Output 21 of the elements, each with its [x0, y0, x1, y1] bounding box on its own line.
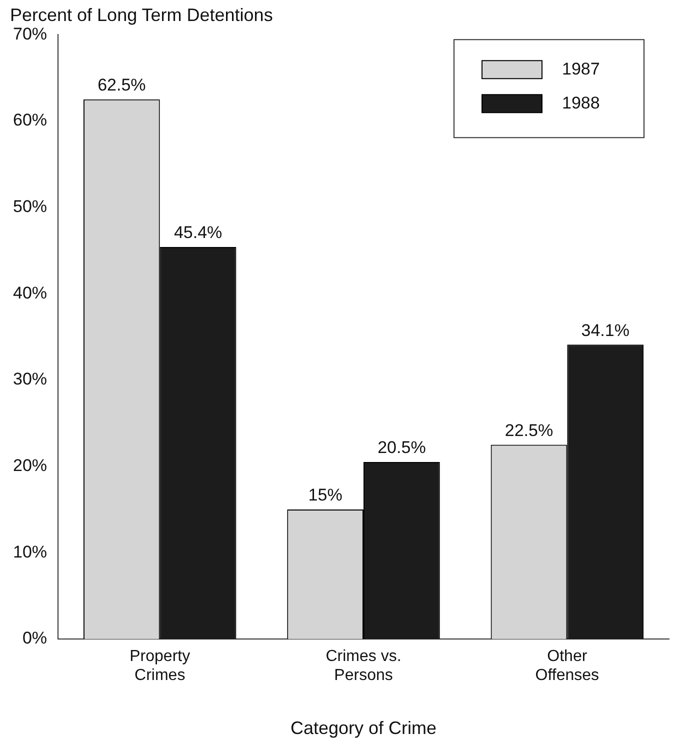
- x-tick-label: Other Offenses: [535, 648, 600, 684]
- data-label: 62.5%: [98, 76, 146, 95]
- chart-title: Percent of Long Term Detentions: [10, 4, 273, 25]
- y-tick-label: 10%: [12, 542, 48, 562]
- y-tick-label: 40%: [12, 283, 48, 302]
- data-label: 34.1%: [581, 320, 630, 340]
- y-tick-label: 50%: [12, 196, 48, 216]
- x-axis-title: Category of Crime: [290, 718, 437, 738]
- data-label: 20.5%: [378, 438, 426, 458]
- legend-label: 1987: [562, 59, 600, 78]
- data-label: 45.4%: [174, 223, 222, 242]
- y-tick-label: 0%: [22, 628, 48, 648]
- x-tick-label: Property Crimes: [130, 648, 190, 684]
- data-label: 22.5%: [504, 420, 554, 440]
- y-tick-label: 30%: [12, 370, 48, 389]
- y-tick-label: 70%: [12, 24, 48, 44]
- y-tick-label: 20%: [12, 456, 48, 475]
- legend-label: 1988: [562, 93, 600, 112]
- data-label: 15%: [308, 486, 342, 505]
- y-tick-label: 60%: [12, 110, 48, 130]
- x-tick-label: Crimes vs. Persons: [326, 648, 402, 684]
